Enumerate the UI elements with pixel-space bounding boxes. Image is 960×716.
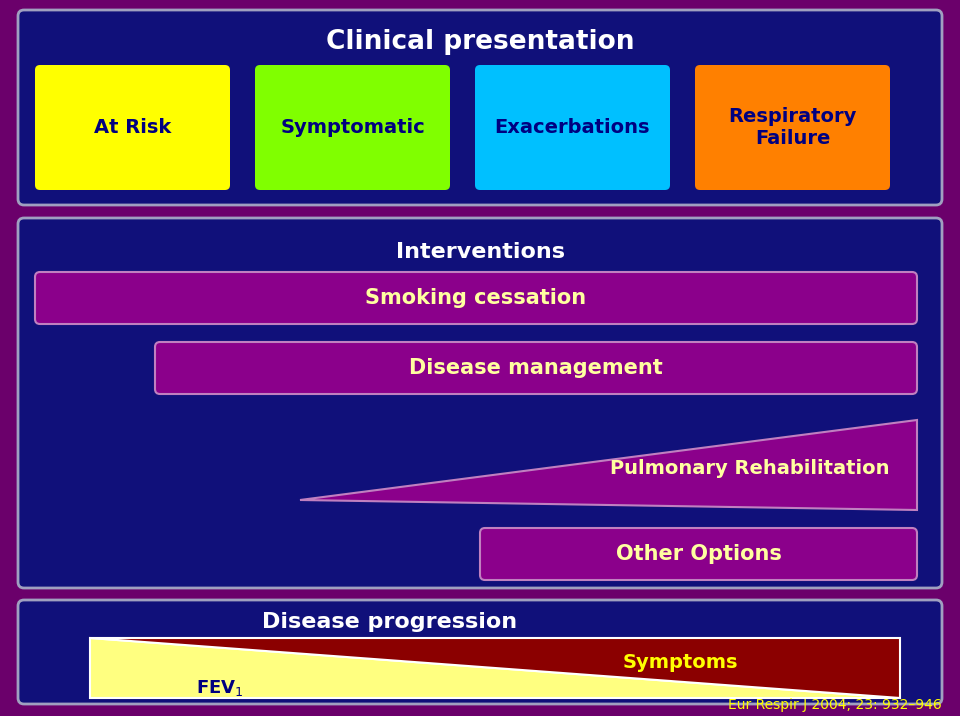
Polygon shape — [90, 638, 900, 698]
Text: Symptoms: Symptoms — [622, 652, 737, 672]
Text: Other Options: Other Options — [615, 544, 781, 564]
FancyBboxPatch shape — [18, 218, 942, 588]
Polygon shape — [300, 420, 917, 510]
FancyBboxPatch shape — [35, 272, 917, 324]
Text: Pulmonary Rehabilitation: Pulmonary Rehabilitation — [611, 458, 890, 478]
Polygon shape — [90, 638, 900, 698]
FancyBboxPatch shape — [18, 10, 942, 205]
FancyBboxPatch shape — [475, 65, 670, 190]
Text: Clinical presentation: Clinical presentation — [325, 29, 635, 55]
Text: Symptomatic: Symptomatic — [280, 118, 425, 137]
Text: Interventions: Interventions — [396, 242, 564, 262]
Text: Disease progression: Disease progression — [262, 612, 517, 632]
Text: Smoking cessation: Smoking cessation — [366, 288, 587, 308]
FancyBboxPatch shape — [155, 342, 917, 394]
Text: Disease management: Disease management — [409, 358, 662, 378]
Text: Respiratory
Failure: Respiratory Failure — [729, 107, 856, 148]
Text: Eur Respir J 2004; 23: 932–946: Eur Respir J 2004; 23: 932–946 — [729, 698, 942, 712]
FancyBboxPatch shape — [480, 528, 917, 580]
FancyBboxPatch shape — [255, 65, 450, 190]
Text: At Risk: At Risk — [94, 118, 171, 137]
FancyBboxPatch shape — [35, 65, 230, 190]
Text: Exacerbations: Exacerbations — [494, 118, 650, 137]
Text: FEV$_1$: FEV$_1$ — [196, 678, 244, 698]
FancyBboxPatch shape — [695, 65, 890, 190]
FancyBboxPatch shape — [18, 600, 942, 704]
